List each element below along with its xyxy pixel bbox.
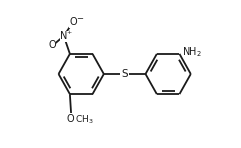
Text: N: N xyxy=(60,32,68,41)
Text: O: O xyxy=(66,114,74,124)
Text: CH$_3$: CH$_3$ xyxy=(75,114,94,126)
Text: +: + xyxy=(67,30,72,35)
Text: −: − xyxy=(77,14,84,23)
Text: NH$_2$: NH$_2$ xyxy=(182,46,202,59)
Text: S: S xyxy=(121,69,128,79)
Text: O: O xyxy=(48,40,56,50)
Text: O: O xyxy=(70,17,77,27)
